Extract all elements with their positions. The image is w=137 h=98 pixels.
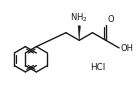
Text: HCl: HCl: [90, 63, 106, 72]
Text: NH$_2$: NH$_2$: [70, 12, 87, 24]
Text: O: O: [108, 15, 114, 24]
Text: OH: OH: [120, 44, 133, 53]
Polygon shape: [78, 26, 80, 40]
